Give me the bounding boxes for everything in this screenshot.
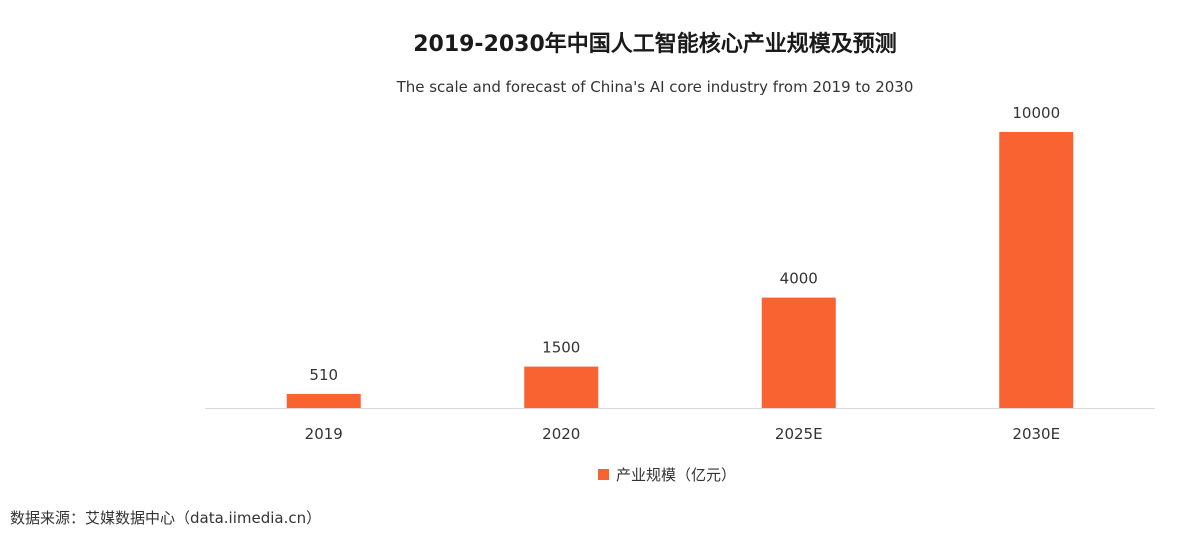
bar-chart: 510 2019 1500 2020 4000 2025E 10000 2030E bbox=[205, 104, 1155, 443]
x-tick-label-2025E: 2025E bbox=[775, 425, 823, 443]
legend: 产业规模（亿元） bbox=[598, 464, 736, 485]
bar-2030E bbox=[999, 132, 1074, 408]
data-label-2019: 510 bbox=[309, 366, 338, 384]
chart-title: 2019-2030年中国人工智能核心产业规模及预测 bbox=[413, 32, 897, 57]
chart-subtitle: The scale and forecast of China's AI cor… bbox=[396, 78, 914, 96]
bar-2019 bbox=[286, 393, 361, 408]
x-tick-label-2019: 2019 bbox=[305, 425, 343, 443]
data-source: 数据来源：艾媒数据中心（data.iimedia.cn） bbox=[10, 509, 322, 527]
legend-swatch bbox=[598, 469, 609, 480]
data-label-2025E: 4000 bbox=[780, 270, 818, 288]
data-label-2030E: 10000 bbox=[1012, 104, 1060, 122]
bar-2025E bbox=[761, 297, 836, 408]
x-tick-label-2020: 2020 bbox=[542, 425, 580, 443]
x-tick-label-2030E: 2030E bbox=[1012, 425, 1060, 443]
data-label-2020: 1500 bbox=[542, 339, 580, 357]
legend-label: 产业规模（亿元） bbox=[616, 466, 737, 484]
bar-2020 bbox=[524, 366, 599, 408]
